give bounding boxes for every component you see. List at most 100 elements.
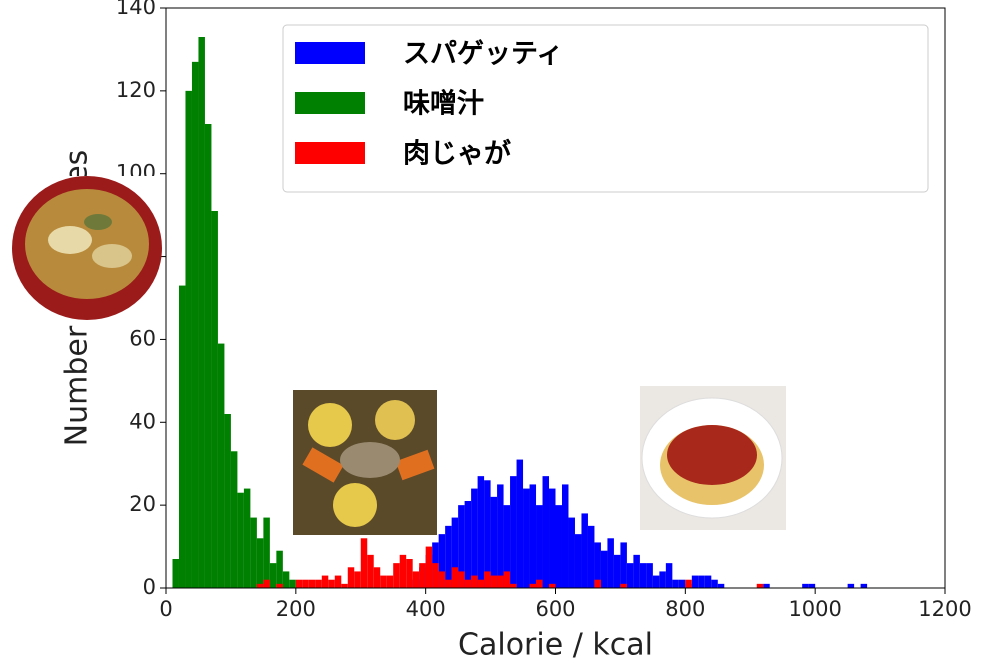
y-tick-label: 20 <box>129 492 156 516</box>
hist-bar <box>484 480 491 588</box>
sauce <box>667 425 757 485</box>
hist-bar <box>549 583 556 588</box>
hist-bar <box>490 575 498 588</box>
hist-bar <box>516 459 524 588</box>
y-tick-label: 40 <box>129 409 156 433</box>
hist-bar <box>419 563 426 588</box>
hist-bar <box>471 575 478 588</box>
x-tick-label: 1000 <box>788 597 841 621</box>
hist-bar <box>633 554 640 588</box>
hist-bar <box>178 285 186 588</box>
legend-label: 味噌汁 <box>403 88 484 120</box>
hist-bar <box>620 583 627 588</box>
hist-bar <box>334 575 342 588</box>
hist-bar <box>276 583 283 588</box>
x-tick-label: 600 <box>535 597 575 621</box>
hist-bar <box>393 563 400 588</box>
hist-bar <box>549 488 556 588</box>
y-tick-label: 60 <box>129 326 156 350</box>
hist-bar <box>536 579 543 588</box>
hist-bar <box>587 525 595 588</box>
hist-bar <box>185 90 192 588</box>
ingredient <box>92 244 132 268</box>
hist-bar <box>620 542 627 588</box>
y-tick-label: 140 <box>116 0 156 19</box>
hist-bar <box>458 505 465 588</box>
hist-bar <box>536 505 543 588</box>
hist-bar <box>432 563 439 588</box>
hist-bar <box>613 554 621 588</box>
hist-bar <box>380 575 387 588</box>
hist-bar <box>172 559 179 588</box>
hist-bar <box>445 579 452 588</box>
plot-area: 020406080100120140020040060080010001200C… <box>60 0 972 663</box>
y-tick-label: 0 <box>143 575 156 599</box>
photos <box>12 176 786 535</box>
hist-bar <box>600 550 608 588</box>
legend-label: 肉じゃが <box>403 138 511 170</box>
y-tick-label: 120 <box>116 78 156 102</box>
hist-bar <box>243 488 251 588</box>
hist-bar <box>665 563 673 588</box>
hist-bar <box>464 579 472 588</box>
hist-bar <box>639 563 647 588</box>
hist-bar <box>678 579 686 588</box>
hist-bar <box>711 579 718 588</box>
hist-bar <box>717 583 725 588</box>
nikujaga-photo <box>293 390 437 535</box>
potato <box>308 403 352 447</box>
hist-bar <box>360 538 368 588</box>
hist-bar <box>464 501 472 588</box>
miso-soup-photo <box>12 176 162 320</box>
hist-bar <box>561 484 569 588</box>
hist-bar <box>490 496 498 588</box>
x-tick-label: 800 <box>665 597 705 621</box>
hist-bar <box>354 571 361 588</box>
hist-bar <box>406 559 413 588</box>
legend-label: スパゲッティ <box>403 39 563 70</box>
hist-bar <box>802 583 809 588</box>
legend-box <box>282 24 929 193</box>
hist-bar <box>574 534 582 588</box>
hist-bar <box>568 517 575 588</box>
hist-bar <box>860 583 868 588</box>
hist-bar <box>594 579 601 588</box>
hist-bar <box>691 575 699 588</box>
hist-bar <box>555 505 562 588</box>
hist-bar <box>256 538 264 588</box>
meat <box>340 442 400 478</box>
hist-bar <box>282 571 290 588</box>
hist-bar <box>217 343 225 588</box>
hist-bar <box>386 575 394 588</box>
hist-bar <box>373 567 381 588</box>
hist-bar <box>646 563 653 588</box>
hist-bar <box>269 563 277 588</box>
hist-bar <box>191 61 199 589</box>
hist-bar <box>542 476 550 588</box>
hist-bar <box>847 583 855 588</box>
hist-bar <box>445 525 452 588</box>
hist-bar <box>451 567 459 588</box>
hist-bar <box>685 579 692 588</box>
hist-bar <box>529 583 537 588</box>
hist-bar <box>451 517 459 588</box>
x-tick-label: 400 <box>406 597 446 621</box>
hist-bar <box>425 546 433 588</box>
hist-bar <box>477 476 485 588</box>
hist-bar <box>237 492 244 588</box>
x-tick-label: 0 <box>159 597 172 621</box>
potato <box>375 400 415 440</box>
carrot <box>395 449 435 481</box>
x-axis-label: Calorie / kcal <box>458 628 653 663</box>
hist-bar <box>263 579 270 588</box>
hist-bar <box>510 583 517 588</box>
hist-bar <box>399 554 407 588</box>
hist-bar <box>328 579 335 588</box>
hist-bar <box>503 505 511 588</box>
hist-bar <box>497 575 504 588</box>
hist-bar <box>438 534 446 588</box>
hist-bar <box>412 571 420 588</box>
hist-bar <box>302 579 309 588</box>
hist-bar <box>698 575 705 588</box>
